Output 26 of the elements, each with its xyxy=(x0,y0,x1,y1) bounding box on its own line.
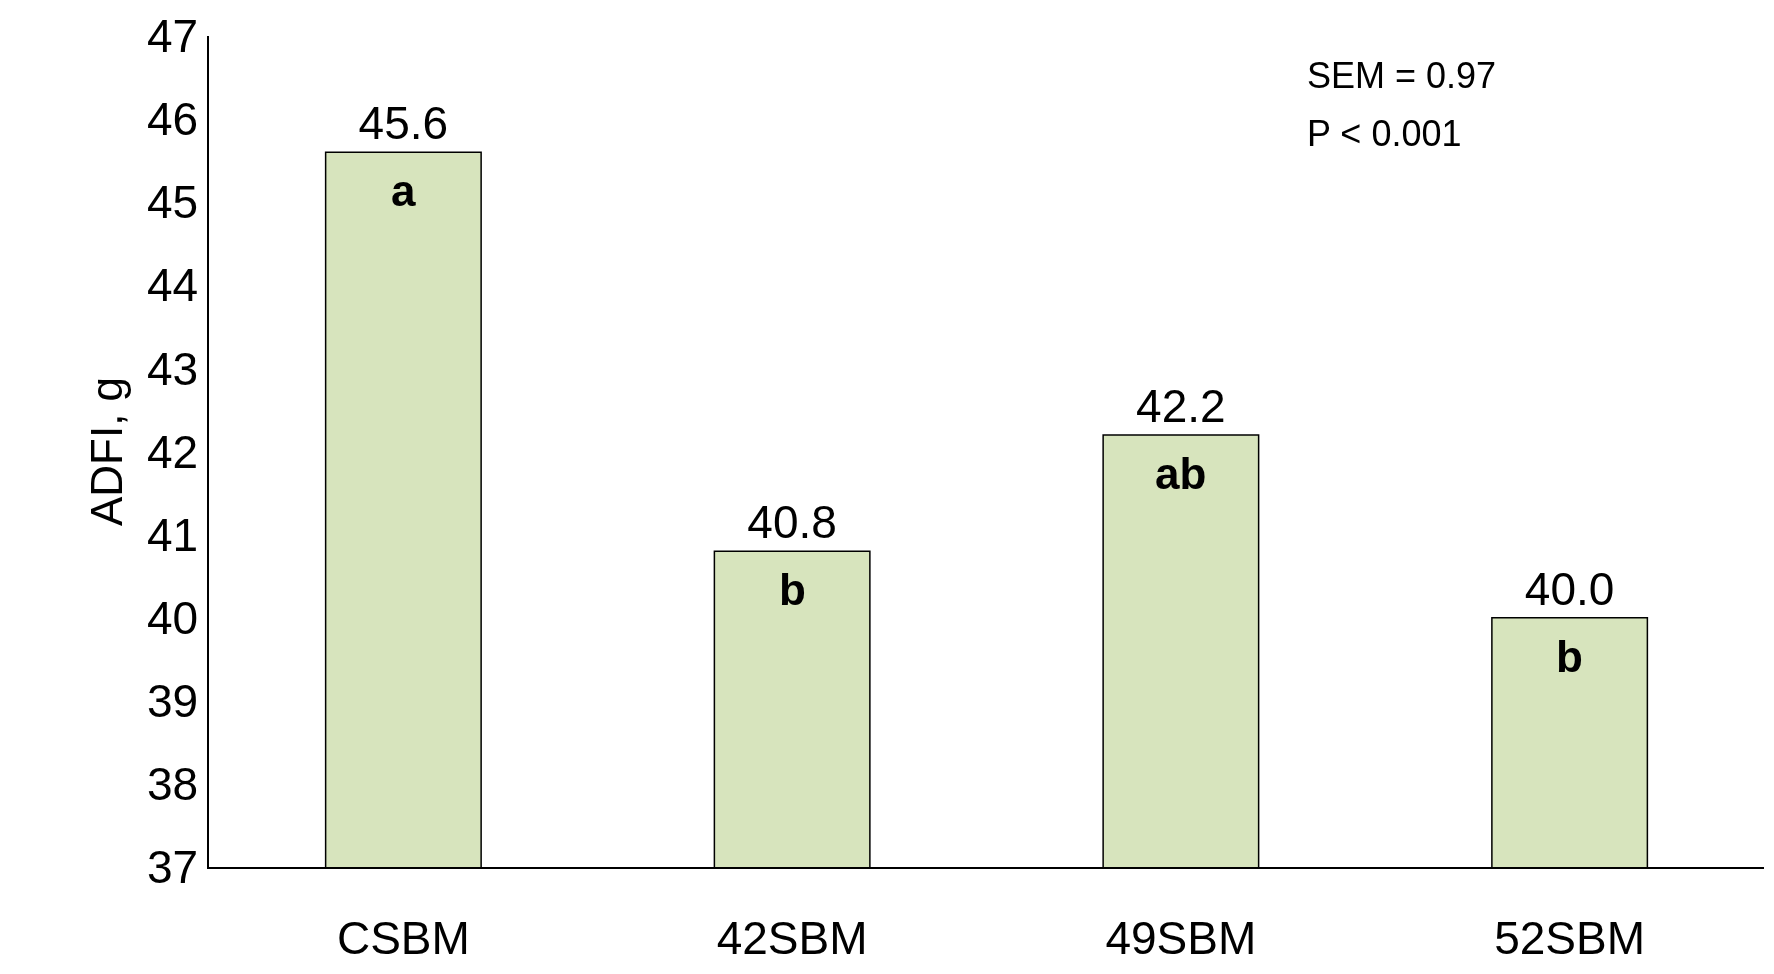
annotation: a xyxy=(391,166,416,215)
y-tick-label: 47 xyxy=(146,10,199,63)
y-tick-label: 46 xyxy=(146,93,199,146)
y-tick-label: 38 xyxy=(146,758,199,810)
y-tick-label: 37 xyxy=(146,841,199,894)
data-label: 45.6 xyxy=(358,97,449,150)
y-tick-label: 45 xyxy=(146,176,199,229)
y-tick-label: 41 xyxy=(146,508,199,561)
data-label: 40.8 xyxy=(747,496,837,549)
y-tick-label: 44 xyxy=(146,259,199,312)
y-tick-label: 39 xyxy=(146,674,199,727)
annotation: ab xyxy=(1155,449,1207,498)
data-label: 40.0 xyxy=(1524,562,1615,615)
data-label: 42.2 xyxy=(1136,379,1226,432)
y-tick-label: 42 xyxy=(146,425,199,478)
x-tick-label: 52SBM xyxy=(1494,911,1646,964)
y-tick-label: 43 xyxy=(146,342,199,395)
annotation: SEM = 0.97 xyxy=(1307,55,1497,96)
x-tick-label: 49SBM xyxy=(1105,911,1257,964)
x-tick-label: 42SBM xyxy=(716,911,868,964)
y-axis-title: ADFI, g xyxy=(82,376,132,527)
x-tick-label: CSBM xyxy=(336,911,470,964)
y-tick-label: 40 xyxy=(146,591,199,644)
annotation: b xyxy=(779,565,806,614)
annotation: P < 0.001 xyxy=(1307,113,1462,154)
annotation: b xyxy=(1556,632,1583,681)
